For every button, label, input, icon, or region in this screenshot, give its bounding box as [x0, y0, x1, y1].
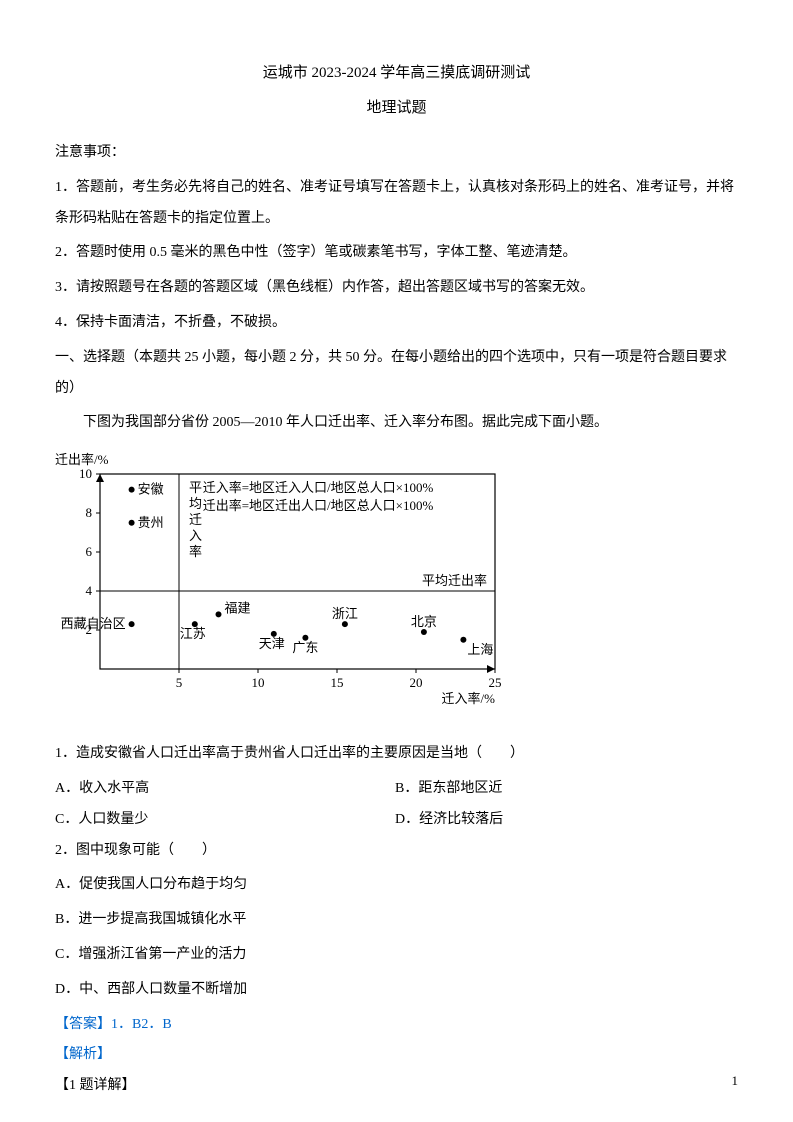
notice-item-3: 3．请按照题号在各题的答题区域（黑色线框）内作答，超出答题区域书写的答案无效。 — [55, 273, 738, 304]
option-1a: A．收入水平高 — [55, 774, 395, 805]
section-heading: 一、选择题（本题共 25 小题，每小题 2 分，共 50 分。在每小题给出的四个… — [55, 343, 738, 405]
svg-text:迁入率=地区迁入人口/地区总人口×100%: 迁入率=地区迁入人口/地区总人口×100% — [203, 480, 434, 495]
svg-text:西藏自治区: 西藏自治区 — [61, 616, 126, 631]
option-2d: D．中、西部人口数量不断增加 — [55, 975, 738, 1006]
svg-text:率: 率 — [189, 544, 202, 559]
svg-text:上海: 上海 — [467, 642, 493, 657]
svg-text:5: 5 — [176, 675, 183, 690]
svg-text:入: 入 — [189, 528, 202, 543]
exam-title: 运城市 2023-2024 学年高三摸底调研测试 — [55, 60, 738, 87]
option-1c: C．人口数量少 — [55, 805, 395, 836]
exam-subtitle: 地理试题 — [55, 95, 738, 122]
analysis-label: 【解析】 — [55, 1040, 738, 1071]
answer-text: 【答案】1．B2．B — [55, 1010, 738, 1041]
svg-text:广东: 广东 — [292, 640, 318, 655]
notice-heading: 注意事项： — [55, 138, 738, 169]
svg-text:10: 10 — [79, 466, 92, 481]
svg-text:天津: 天津 — [259, 636, 285, 651]
svg-text:迁入率/%: 迁入率/% — [442, 691, 496, 706]
svg-text:均: 均 — [189, 496, 202, 511]
svg-text:20: 20 — [410, 675, 423, 690]
migration-chart: 迁出率/%246810510152025平均迁入率平均迁出率迁入率=地区迁入人口… — [55, 449, 738, 729]
notice-item-4: 4．保持卡面清洁，不折叠，不破损。 — [55, 308, 738, 339]
svg-text:平均迁出率: 平均迁出率 — [422, 573, 487, 588]
question-2-stem: 2．图中现象可能（ ） — [55, 836, 738, 867]
question-1-options-row-2: C．人口数量少 D．经济比较落后 — [55, 805, 738, 836]
notice-item-1: 1．答题前，考生务必先将自己的姓名、准考证号填写在答题卡上，认真核对条形码上的姓… — [55, 173, 738, 235]
svg-text:6: 6 — [86, 544, 93, 559]
svg-text:贵州: 贵州 — [138, 515, 164, 530]
page-number: 1 — [732, 1069, 739, 1092]
question-1-stem: 1．造成安徽省人口迁出率高于贵州省人口迁出率的主要原因是当地（ ） — [55, 739, 738, 770]
option-2b: B．进一步提高我国城镇化水平 — [55, 905, 738, 936]
option-1d: D．经济比较落后 — [395, 805, 738, 836]
svg-text:迁: 迁 — [189, 512, 202, 527]
svg-text:8: 8 — [86, 505, 93, 520]
svg-text:江苏: 江苏 — [180, 626, 206, 641]
svg-text:安徽: 安徽 — [138, 482, 164, 497]
svg-text:平: 平 — [189, 480, 202, 495]
option-2c: C．增强浙江省第一产业的活力 — [55, 940, 738, 971]
option-2a: A．促使我国人口分布趋于均匀 — [55, 870, 738, 901]
svg-text:4: 4 — [86, 583, 93, 598]
svg-text:15: 15 — [331, 675, 344, 690]
question-1-options-row-1: A．收入水平高 B．距东部地区近 — [55, 774, 738, 805]
svg-text:迁出率=地区迁出人口/地区总人口×100%: 迁出率=地区迁出人口/地区总人口×100% — [203, 498, 434, 513]
section-intro: 下图为我国部分省份 2005—2010 年人口迁出率、迁入率分布图。据此完成下面… — [55, 408, 738, 439]
svg-text:北京: 北京 — [411, 614, 437, 629]
notice-item-2: 2．答题时使用 0.5 毫米的黑色中性（签字）笔或碳素笔书写，字体工整、笔迹清楚… — [55, 238, 738, 269]
svg-text:10: 10 — [252, 675, 265, 690]
svg-text:25: 25 — [489, 675, 502, 690]
option-1b: B．距东部地区近 — [395, 774, 738, 805]
svg-text:福建: 福建 — [225, 601, 251, 616]
svg-text:迁出率/%: 迁出率/% — [55, 452, 109, 467]
svg-text:浙江: 浙江 — [332, 606, 358, 621]
detail-label: 【1 题详解】 — [55, 1071, 738, 1102]
